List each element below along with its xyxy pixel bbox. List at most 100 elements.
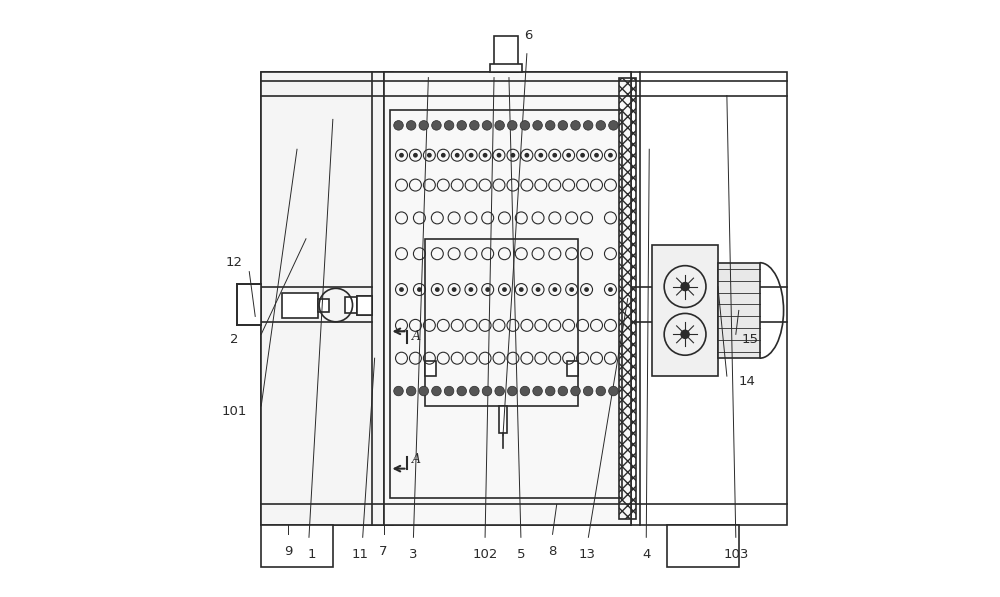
Text: 11: 11	[351, 548, 368, 561]
Circle shape	[524, 153, 529, 158]
Circle shape	[497, 153, 501, 158]
Bar	[261, 525, 333, 567]
Bar	[345, 297, 357, 313]
Circle shape	[485, 287, 490, 292]
Circle shape	[511, 153, 515, 158]
Text: 1: 1	[308, 548, 316, 561]
Circle shape	[558, 386, 568, 396]
Circle shape	[584, 287, 589, 292]
Text: 3: 3	[409, 548, 418, 561]
Circle shape	[394, 386, 403, 396]
Bar	[357, 296, 372, 315]
Circle shape	[441, 153, 446, 158]
Circle shape	[406, 386, 416, 396]
Circle shape	[680, 330, 690, 339]
Text: 103: 103	[723, 548, 749, 561]
Circle shape	[495, 386, 504, 396]
Circle shape	[413, 153, 418, 158]
Circle shape	[609, 386, 618, 396]
Text: 9: 9	[284, 545, 292, 558]
Circle shape	[520, 121, 530, 130]
Circle shape	[508, 386, 517, 396]
Circle shape	[406, 121, 416, 130]
Text: 8: 8	[548, 545, 557, 558]
Text: A: A	[412, 453, 421, 466]
Bar	[261, 72, 393, 525]
Text: 102: 102	[472, 548, 498, 561]
Circle shape	[419, 386, 429, 396]
Circle shape	[545, 121, 555, 130]
Circle shape	[469, 287, 473, 292]
Circle shape	[552, 287, 557, 292]
Bar	[667, 525, 739, 567]
Bar	[261, 72, 787, 525]
Bar	[652, 245, 718, 376]
Circle shape	[399, 287, 404, 292]
Bar	[282, 293, 318, 318]
Circle shape	[435, 287, 440, 292]
Bar	[425, 361, 436, 376]
Circle shape	[596, 386, 606, 396]
Circle shape	[680, 282, 690, 291]
Circle shape	[609, 121, 618, 130]
Circle shape	[495, 121, 504, 130]
Bar	[718, 263, 760, 358]
Circle shape	[520, 386, 530, 396]
Bar	[619, 78, 636, 519]
Circle shape	[427, 153, 432, 158]
Circle shape	[583, 386, 593, 396]
Bar	[318, 298, 329, 312]
Text: 101: 101	[222, 405, 247, 418]
Text: 14: 14	[739, 375, 756, 388]
Circle shape	[483, 153, 487, 158]
Circle shape	[545, 386, 555, 396]
Circle shape	[569, 287, 574, 292]
Bar	[490, 64, 522, 72]
Text: 15: 15	[742, 333, 759, 346]
Circle shape	[482, 121, 492, 130]
Text: 5: 5	[517, 548, 525, 561]
Text: 6: 6	[524, 29, 533, 42]
Text: 2: 2	[230, 333, 239, 346]
Bar	[425, 239, 578, 406]
Bar	[384, 72, 631, 525]
Circle shape	[594, 153, 599, 158]
Circle shape	[583, 121, 593, 130]
Text: 4: 4	[642, 548, 650, 561]
Circle shape	[571, 386, 580, 396]
Circle shape	[457, 386, 466, 396]
Circle shape	[566, 153, 571, 158]
Circle shape	[536, 287, 540, 292]
Circle shape	[455, 153, 460, 158]
Circle shape	[533, 121, 542, 130]
Circle shape	[502, 287, 507, 292]
Circle shape	[432, 386, 441, 396]
Circle shape	[538, 153, 543, 158]
Circle shape	[452, 287, 456, 292]
Circle shape	[552, 153, 557, 158]
Circle shape	[608, 153, 613, 158]
Circle shape	[444, 386, 454, 396]
Circle shape	[470, 121, 479, 130]
Circle shape	[558, 121, 568, 130]
Circle shape	[417, 287, 422, 292]
Circle shape	[580, 153, 585, 158]
Bar	[494, 36, 518, 72]
Text: 7: 7	[379, 545, 388, 558]
Bar	[567, 361, 578, 376]
Circle shape	[469, 153, 474, 158]
Circle shape	[596, 121, 606, 130]
Circle shape	[470, 386, 479, 396]
Circle shape	[571, 121, 580, 130]
Circle shape	[399, 153, 404, 158]
Bar	[237, 284, 261, 325]
Circle shape	[533, 386, 542, 396]
Circle shape	[457, 121, 466, 130]
Text: A: A	[412, 330, 421, 343]
Text: 12: 12	[226, 256, 243, 269]
Circle shape	[432, 121, 441, 130]
Circle shape	[508, 121, 517, 130]
Text: 13: 13	[578, 548, 595, 561]
Bar	[357, 296, 372, 315]
Circle shape	[482, 386, 492, 396]
